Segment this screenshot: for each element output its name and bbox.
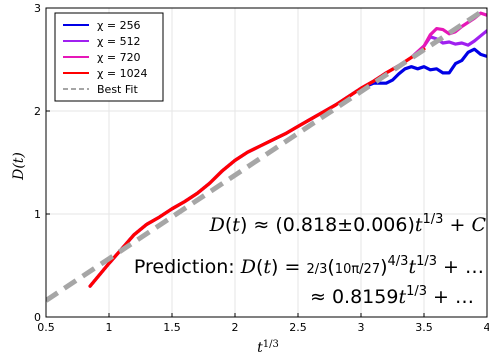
x-tick-label: 2.5 <box>289 321 307 334</box>
x-tick-label: 4 <box>484 321 489 334</box>
legend-label: χ = 256 <box>97 19 141 32</box>
series-line-4 <box>46 8 487 303</box>
legend-label: χ = 512 <box>97 35 141 48</box>
x-tick-label: 2 <box>232 321 239 334</box>
legend-label: χ = 720 <box>97 51 141 64</box>
annotation-prediction: Prediction: D(t) = 2/3(10π/27)4/3t1/3 + … <box>134 254 484 278</box>
x-tick-label: 3 <box>358 321 365 334</box>
series-line-3 <box>88 47 426 288</box>
y-tick-label: 1 <box>34 208 41 221</box>
x-tick-label: 0.5 <box>37 321 55 334</box>
y-tick-label: 2 <box>34 105 41 118</box>
series-lines <box>46 8 487 303</box>
plot-frame <box>45 7 488 318</box>
y-tick-label: 0 <box>34 311 41 324</box>
annotation-fit: D(t) ≈ (0.818±0.006)t1/3 + C <box>209 212 487 236</box>
x-tick-label: 3.5 <box>415 321 433 334</box>
x-tick-label: 1 <box>106 321 113 334</box>
annotation-block: D(t) ≈ (0.818±0.006)t1/3 + C Prediction:… <box>134 212 487 308</box>
annotation-approx: ≈ 0.8159t1/3 + … <box>310 284 474 308</box>
y-tick-label: 3 <box>34 2 41 15</box>
x-tick-label: 1.5 <box>163 321 181 334</box>
x-axis-label: t1/3 <box>257 339 279 356</box>
legend-label: χ = 1024 <box>97 67 148 80</box>
legend: χ = 256 χ = 512 χ = 720 χ = 1024 Best Fit <box>54 12 164 102</box>
y-axis-label: D(t) <box>11 152 27 181</box>
legend-label: Best Fit <box>97 83 138 96</box>
